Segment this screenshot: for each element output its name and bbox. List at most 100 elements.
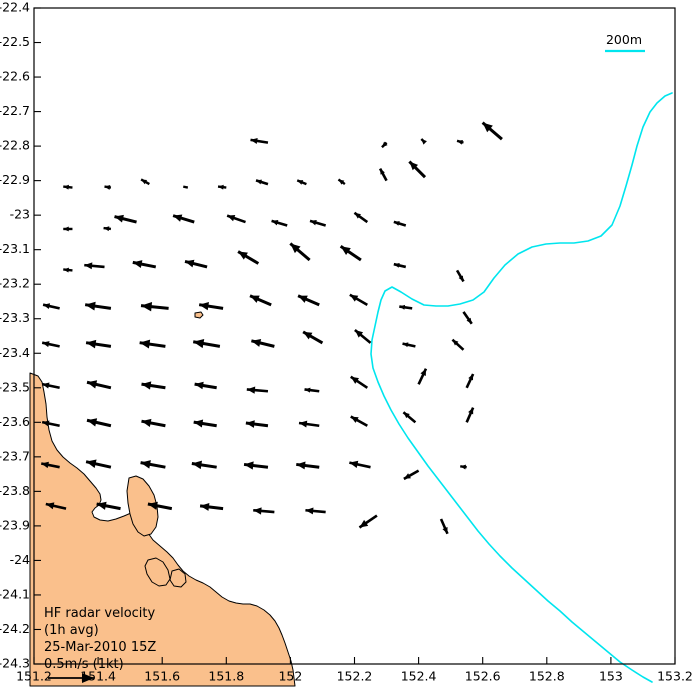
current-vector [304,387,320,393]
current-vector [41,382,60,390]
x-tick-label: 152.4 [401,669,437,684]
y-axis-latitude: -22.4 -22.5 -22.6 -22.7 -22.8 -22.9 -23 -23.1 -2… [0,0,41,671]
island-small-island-a [169,568,187,588]
y-tick-label: -23.5 [0,379,30,394]
current-vector [40,461,60,469]
current-vector [84,301,112,311]
current-vector [296,179,307,186]
current-vector [451,338,465,351]
y-tick-label: -24.3 [0,656,30,671]
y-tick-label: -22.6 [0,69,30,84]
current-vector [45,502,67,510]
reference-arrow-part [82,673,94,683]
current-vector [339,245,362,262]
current-vector [408,160,427,179]
current-vector [349,293,368,307]
annotation-line-4: 0.5m/s (1kt) [44,657,124,672]
y-tick-label: -23.4 [0,345,30,360]
current-vector [245,420,269,428]
reference-scale-arrow [48,673,94,683]
y-tick-label: -22.8 [0,138,30,153]
current-vector [381,141,388,149]
current-vector [298,420,320,428]
current-vector [191,460,217,470]
x-tick-label: 151.2 [16,669,52,684]
current-vector [350,415,368,427]
x-tick-label: 152 [278,669,302,684]
current-vector [251,339,275,348]
current-vector [140,178,150,186]
current-vector [96,501,121,511]
x-tick-label: 151.8 [208,669,244,684]
current-vector [337,178,346,186]
y-tick-label: -22.4 [0,0,30,15]
current-vector [147,501,173,511]
current-vector [103,226,112,232]
current-vector [271,219,288,227]
current-vector [114,214,137,224]
current-vector [439,518,449,535]
current-vector [402,411,417,424]
current-vector [183,185,189,189]
current-vector [41,420,60,428]
current-vector [393,262,407,269]
current-vector [402,342,416,348]
current-vector [63,226,73,232]
isobath-200m-polyline [370,92,673,683]
current-vector [297,294,320,307]
current-vector [353,211,369,224]
current-vector [246,386,269,394]
current-vector [140,460,166,469]
y-tick-label: -24.2 [0,621,30,636]
x-tick-label: 152.8 [529,669,565,684]
current-vector [481,121,503,141]
current-vector [86,418,112,428]
annotation-block: HF radar velocity (1h avg) 25-Mar-2010 1… [44,606,156,683]
current-vector [302,330,324,345]
current-vector-arrows [40,121,503,535]
current-vector [217,184,227,190]
y-tick-label: -23.8 [0,483,30,498]
current-vector [460,464,467,470]
land-layer [29,311,296,687]
current-vector [226,214,246,224]
current-vector [140,301,169,312]
depth-legend: 200m [605,32,645,53]
current-vector [250,137,269,144]
current-vector [465,407,475,423]
current-vector [132,260,157,269]
island-curtis-island [126,475,159,537]
x-tick-label: 153.2 [657,669,693,684]
current-vector [309,219,327,227]
current-vector [199,502,224,511]
current-vector [350,375,369,389]
annotation-line-3: 25-Mar-2010 15Z [44,640,156,655]
y-tick-label: -22.5 [0,34,30,49]
current-vector [249,294,272,307]
current-vector [255,179,269,186]
current-vector [455,269,465,283]
y-tick-label: -23.9 [0,517,30,532]
current-vector [358,514,378,529]
current-vector [305,507,326,515]
current-vector [42,303,60,310]
current-vector [63,267,73,273]
current-vector [462,311,473,325]
current-vector [378,168,388,182]
y-tick-label: -23.6 [0,414,30,429]
x-tick-label: 152.2 [337,669,373,684]
current-vector [172,214,195,224]
y-tick-label: -23.1 [0,241,30,256]
y-tick-label: -23.3 [0,310,30,325]
current-vector [243,461,269,470]
current-vector [104,184,112,190]
current-vector [399,304,413,310]
x-tick-label: 151.6 [144,669,180,684]
y-tick-label: -24.1 [0,586,30,601]
y-tick-label: -23 [10,207,30,222]
current-vector [237,250,260,265]
current-vector [354,329,372,344]
current-vector [403,469,420,481]
